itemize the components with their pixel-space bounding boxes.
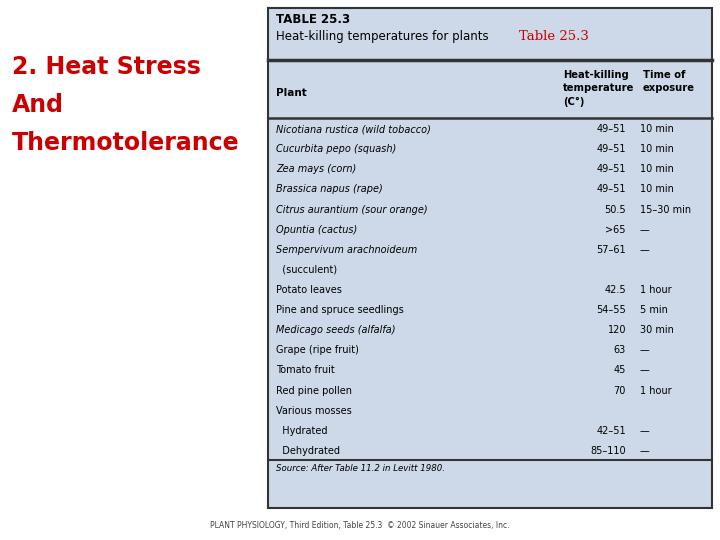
Text: Heat-killing
temperature
(C°): Heat-killing temperature (C°) <box>563 70 634 106</box>
Text: And: And <box>12 93 64 117</box>
Text: (succulent): (succulent) <box>276 265 337 275</box>
Text: 15–30 min: 15–30 min <box>640 205 691 214</box>
Bar <box>268 8 712 508</box>
Text: Brassica napus (rape): Brassica napus (rape) <box>276 185 383 194</box>
Text: Pine and spruce seedlings: Pine and spruce seedlings <box>276 305 404 315</box>
Text: —: — <box>640 446 649 456</box>
Bar <box>268 8 712 508</box>
Text: 63: 63 <box>613 346 626 355</box>
Text: Medicago seeds (alfalfa): Medicago seeds (alfalfa) <box>276 325 395 335</box>
Text: Sempervivum arachnoideum: Sempervivum arachnoideum <box>276 245 418 255</box>
Text: 10 min: 10 min <box>640 144 674 154</box>
Text: Opuntia (cactus): Opuntia (cactus) <box>276 225 357 235</box>
Text: Hydrated: Hydrated <box>276 426 328 436</box>
Text: 45: 45 <box>613 366 626 375</box>
Text: Potato leaves: Potato leaves <box>276 285 342 295</box>
Text: 1 hour: 1 hour <box>640 386 672 396</box>
Text: —: — <box>640 366 649 375</box>
Text: 54–55: 54–55 <box>596 305 626 315</box>
Text: 10 min: 10 min <box>640 124 674 134</box>
Text: 30 min: 30 min <box>640 325 674 335</box>
Text: 1 hour: 1 hour <box>640 285 672 295</box>
Text: Nicotiana rustica (wild tobacco): Nicotiana rustica (wild tobacco) <box>276 124 431 134</box>
Text: >65: >65 <box>606 225 626 235</box>
Text: 2. Heat Stress: 2. Heat Stress <box>12 55 201 79</box>
Text: 42.5: 42.5 <box>604 285 626 295</box>
Text: Red pine pollen: Red pine pollen <box>276 386 352 396</box>
Text: 49–51: 49–51 <box>596 144 626 154</box>
Text: —: — <box>640 346 649 355</box>
Text: Dehydrated: Dehydrated <box>276 446 340 456</box>
Text: 49–51: 49–51 <box>596 185 626 194</box>
Text: PLANT PHYSIOLOGY, Third Edition, Table 25.3  © 2002 Sinauer Associates, Inc.: PLANT PHYSIOLOGY, Third Edition, Table 2… <box>210 521 510 530</box>
Text: 57–61: 57–61 <box>596 245 626 255</box>
Text: Thermotolerance: Thermotolerance <box>12 131 240 155</box>
Text: Zea mays (corn): Zea mays (corn) <box>276 164 356 174</box>
Text: Various mosses: Various mosses <box>276 406 352 416</box>
Text: Heat-killing temperatures for plants: Heat-killing temperatures for plants <box>276 30 489 43</box>
Text: 85–110: 85–110 <box>590 446 626 456</box>
Text: Plant: Plant <box>276 88 307 98</box>
Text: Citrus aurantium (sour orange): Citrus aurantium (sour orange) <box>276 205 428 214</box>
Text: Source: After Table 11.2 in Levitt 1980.: Source: After Table 11.2 in Levitt 1980. <box>276 464 445 473</box>
Text: —: — <box>640 225 649 235</box>
Text: 10 min: 10 min <box>640 164 674 174</box>
Text: 49–51: 49–51 <box>596 164 626 174</box>
Text: 10 min: 10 min <box>640 185 674 194</box>
Text: 42–51: 42–51 <box>596 426 626 436</box>
Text: 50.5: 50.5 <box>604 205 626 214</box>
Text: —: — <box>640 426 649 436</box>
Text: Cucurbita pepo (squash): Cucurbita pepo (squash) <box>276 144 396 154</box>
Text: Grape (ripe fruit): Grape (ripe fruit) <box>276 346 359 355</box>
Text: TABLE 25.3: TABLE 25.3 <box>276 13 350 26</box>
Text: 5 min: 5 min <box>640 305 668 315</box>
Text: 70: 70 <box>613 386 626 396</box>
Text: Table 25.3: Table 25.3 <box>519 30 589 43</box>
Text: 120: 120 <box>608 325 626 335</box>
Text: Tomato fruit: Tomato fruit <box>276 366 335 375</box>
Text: Time of
exposure: Time of exposure <box>643 70 695 93</box>
Text: 49–51: 49–51 <box>596 124 626 134</box>
Text: —: — <box>640 245 649 255</box>
